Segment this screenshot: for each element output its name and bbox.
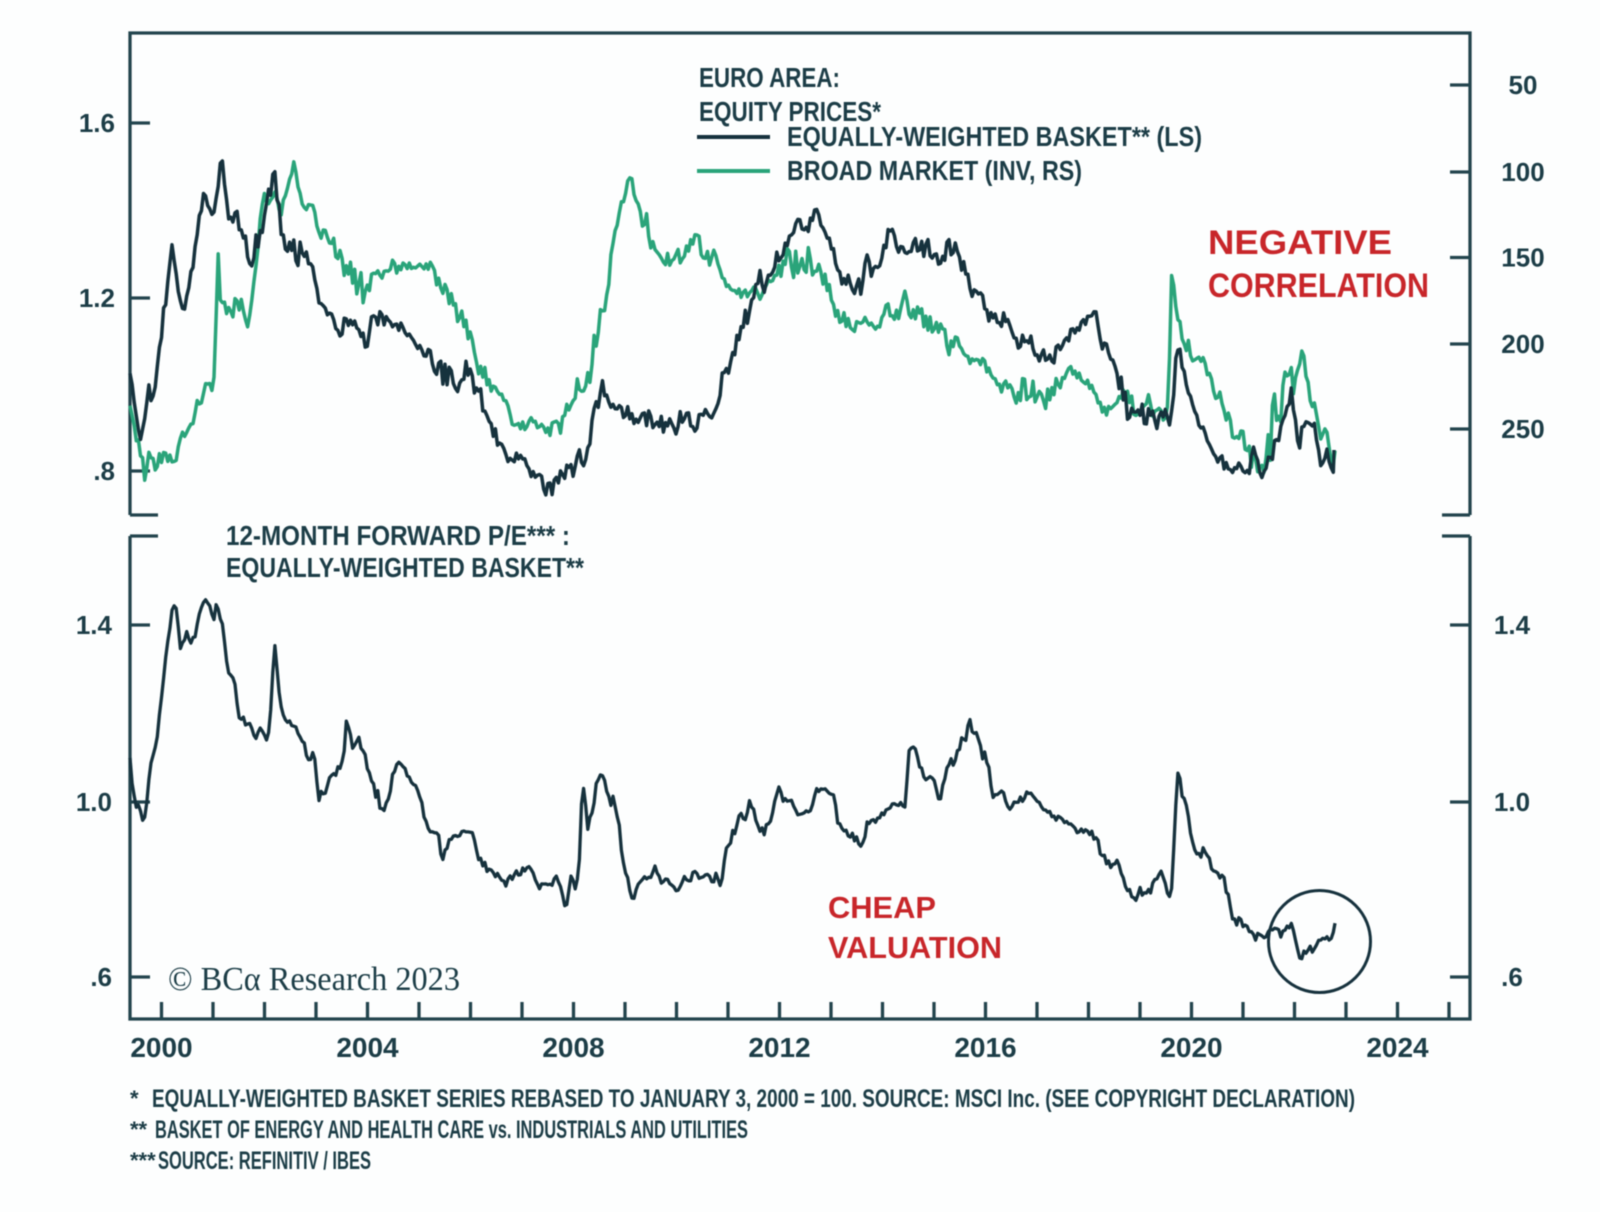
svg-text:EURO AREA:: EURO AREA:: [699, 62, 840, 93]
svg-text:1.0: 1.0: [76, 787, 112, 817]
svg-text:EQUALLY-WEIGHTED BASKET** (LS): EQUALLY-WEIGHTED BASKET** (LS): [787, 121, 1202, 152]
svg-text:2020: 2020: [1160, 1032, 1222, 1063]
svg-text:**: **: [130, 1117, 148, 1142]
svg-text:1.4: 1.4: [76, 610, 113, 640]
svg-text:NEGATIVE: NEGATIVE: [1208, 224, 1392, 262]
svg-text:1.0: 1.0: [1494, 787, 1530, 817]
svg-text:© BCα Research 2023: © BCα Research 2023: [168, 961, 460, 998]
svg-text:CORRELATION: CORRELATION: [1208, 267, 1429, 305]
svg-text:EQUITY PRICES*: EQUITY PRICES*: [699, 96, 881, 127]
svg-text:BASKET OF ENERGY AND HEALTH CA: BASKET OF ENERGY AND HEALTH CARE vs. IND…: [155, 1116, 748, 1144]
svg-text:.6: .6: [90, 962, 112, 992]
svg-text:BROAD MARKET (INV, RS): BROAD MARKET (INV, RS): [787, 155, 1082, 186]
svg-text:150: 150: [1501, 243, 1544, 273]
svg-text:EQUALLY-WEIGHTED BASKET**: EQUALLY-WEIGHTED BASKET**: [226, 552, 584, 583]
svg-text:12-MONTH FORWARD P/E*** :: 12-MONTH FORWARD P/E*** :: [226, 520, 570, 551]
svg-text:.8: .8: [93, 456, 115, 486]
svg-text:100: 100: [1501, 157, 1544, 187]
svg-text:***: ***: [130, 1148, 156, 1173]
svg-text:1.2: 1.2: [79, 283, 115, 313]
svg-text:200: 200: [1501, 329, 1544, 359]
svg-text:2000: 2000: [130, 1032, 192, 1063]
svg-text:*: *: [130, 1086, 139, 1111]
svg-text:2024: 2024: [1366, 1032, 1429, 1063]
svg-text:2004: 2004: [336, 1032, 399, 1063]
svg-text:250: 250: [1501, 414, 1544, 444]
svg-text:2008: 2008: [542, 1032, 604, 1063]
svg-text:VALUATION: VALUATION: [828, 930, 1002, 965]
svg-text:2012: 2012: [748, 1032, 810, 1063]
svg-text:1.4: 1.4: [1494, 610, 1531, 640]
svg-text:50: 50: [1509, 70, 1538, 100]
svg-text:EQUALLY-WEIGHTED BASKET SERIES: EQUALLY-WEIGHTED BASKET SERIES REBASED T…: [152, 1085, 1355, 1113]
svg-text:CHEAP: CHEAP: [828, 890, 936, 925]
svg-text:1.6: 1.6: [79, 108, 115, 138]
svg-text:2016: 2016: [954, 1032, 1016, 1063]
svg-text:SOURCE: REFINITIV / IBES: SOURCE: REFINITIV / IBES: [158, 1147, 371, 1175]
svg-text:.6: .6: [1501, 962, 1523, 992]
